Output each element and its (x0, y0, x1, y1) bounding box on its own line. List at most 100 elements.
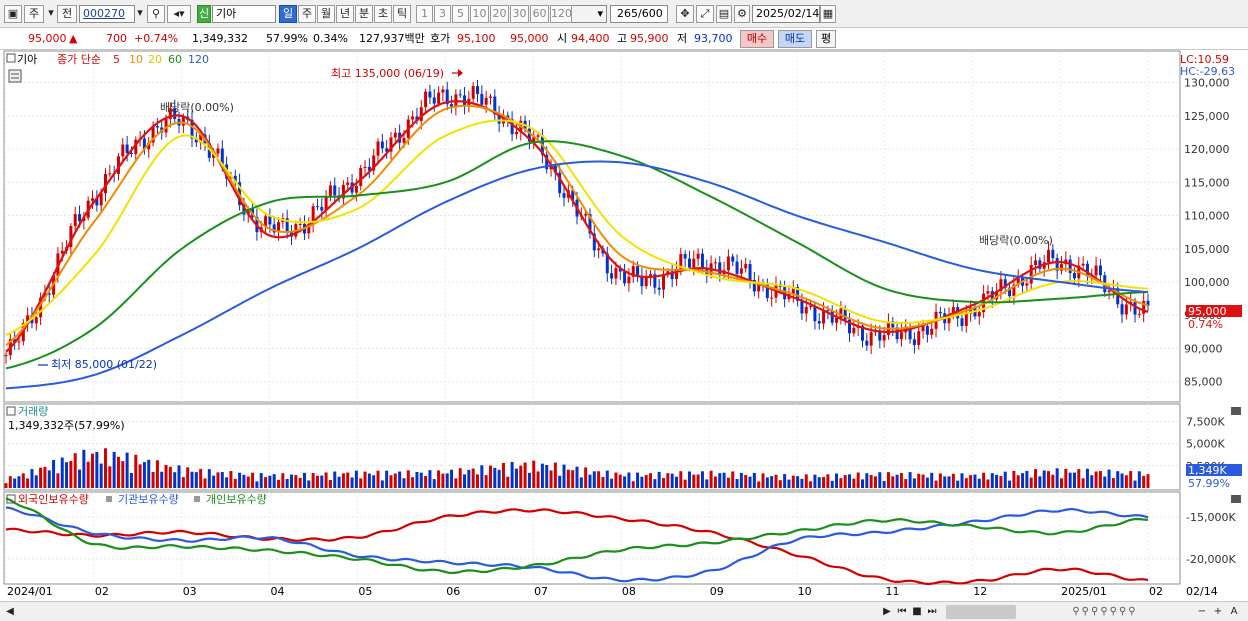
stock-chart[interactable]: 130,000125,000120,000115,000110,000105,0… (0, 50, 1248, 601)
interval-button[interactable]: 3 (434, 5, 451, 23)
auto-scale-icon[interactable]: A (1230, 606, 1238, 617)
volume-bar (488, 465, 492, 488)
interval-button[interactable]: 1 (416, 5, 433, 23)
rewind-icon[interactable]: ⏮ (897, 606, 907, 617)
x-tick-label: 05 (358, 585, 372, 598)
gear-icon[interactable]: ⚙ (734, 5, 750, 23)
volume-bar (497, 469, 501, 488)
candle-body (402, 137, 406, 143)
period-button[interactable]: 틱 (393, 5, 411, 23)
volume-bar (843, 475, 847, 488)
trade-amount: 127,937백만 (359, 32, 425, 45)
volume-bar (636, 472, 640, 488)
candle-body (1055, 258, 1059, 271)
volume-bar (181, 477, 185, 488)
candle-body (380, 141, 384, 149)
menu-button-2[interactable]: 전 (57, 5, 77, 23)
draw-icon[interactable]: ⤢ (696, 5, 714, 23)
interval-button[interactable]: 10 (470, 5, 489, 23)
candle-body (618, 268, 622, 272)
chart-scrollbar[interactable]: ◀ ▶ ⏮ ■ ⏭ ⚲⚲⚲⚲⚲⚲⚲ − + A (0, 601, 1248, 621)
chart-area[interactable]: 130,000 125,000 120,000 115,000 110,000 105,0… (0, 50, 1248, 601)
play-icon[interactable]: ▶ (883, 606, 891, 617)
period-button[interactable]: 일 (279, 5, 297, 23)
stock-code-input[interactable]: 000270 (79, 5, 135, 23)
volume-bar (220, 472, 224, 488)
panel-close-icon[interactable] (1231, 495, 1241, 503)
save-icon[interactable]: ▤ (716, 5, 732, 23)
buy-button[interactable]: 매수 (740, 30, 774, 48)
volume-bar (904, 479, 908, 488)
last-price-tag (1186, 305, 1242, 317)
interval-button[interactable]: 60 (530, 5, 549, 23)
menu-button-1[interactable]: 주 (24, 5, 44, 23)
period-button[interactable]: 년 (336, 5, 354, 23)
candle-body (367, 166, 371, 171)
candle-body (450, 104, 454, 108)
period-button[interactable]: 월 (317, 5, 335, 23)
period-dropdown[interactable]: ▾ (571, 5, 607, 23)
interval-button[interactable]: 30 (510, 5, 529, 23)
plus-icon[interactable]: + (1213, 606, 1223, 617)
minus-icon[interactable]: − (1197, 606, 1207, 617)
scroll-left-icon[interactable]: ◀ (6, 606, 14, 617)
volume-bar (527, 472, 531, 488)
layout-icon[interactable]: ▣ (4, 5, 22, 23)
candle-body (713, 262, 717, 264)
volume-bar (454, 478, 458, 488)
candle-body (921, 326, 925, 332)
open-label: 시 (557, 32, 568, 45)
tool-icons[interactable]: ⚲⚲⚲⚲⚲⚲⚲ (1072, 606, 1138, 617)
candle-body (964, 313, 968, 326)
date-input[interactable]: 2025/02/14 (752, 5, 820, 23)
fast-forward-icon[interactable]: ⏭ (927, 606, 937, 617)
zoom-slider[interactable] (946, 605, 1016, 619)
search-icon[interactable]: ⚲ (147, 5, 165, 23)
candle-body (670, 271, 674, 280)
volume-bar (852, 478, 856, 488)
interval-button[interactable]: 20 (490, 5, 509, 23)
candle-body (125, 144, 129, 153)
volume-value: 1,349,332 (192, 32, 248, 45)
avg-button[interactable]: 평 (816, 30, 836, 48)
volume-bar (938, 473, 942, 488)
volume-bar (657, 471, 661, 488)
volume-bar (186, 467, 190, 488)
volume-bar (510, 462, 514, 488)
period-button[interactable]: 분 (355, 5, 373, 23)
candle-body (549, 166, 553, 170)
sell-button[interactable]: 매도 (778, 30, 812, 48)
candle-body (1085, 263, 1089, 277)
volume-bar (731, 471, 735, 488)
current-price: 95,000 (28, 32, 67, 45)
hoga-label: 호가 (430, 32, 451, 45)
volume-bar (233, 478, 237, 488)
volume-bar (839, 478, 843, 488)
volume-bar (964, 478, 968, 488)
candle-body (1059, 264, 1063, 271)
table-icon[interactable] (8, 69, 22, 83)
period-button[interactable]: 초 (374, 5, 392, 23)
volume-bar (406, 470, 410, 488)
period-button[interactable]: 주 (298, 5, 316, 23)
calendar-icon[interactable]: ▦ (820, 5, 836, 23)
speaker-icon[interactable]: ◂▾ (167, 5, 191, 23)
candle-body (60, 250, 64, 254)
panel-close-icon[interactable] (1231, 407, 1241, 415)
chevron-down-icon[interactable]: ▾ (137, 6, 143, 19)
candle-body (1034, 260, 1038, 266)
candle-count[interactable]: 265/600 (610, 5, 668, 23)
interval-button[interactable]: 120 (550, 5, 572, 23)
candle-body (739, 268, 743, 274)
stop-icon[interactable]: ■ (912, 606, 922, 617)
volume-bar (1098, 471, 1102, 488)
crosshair-icon[interactable]: ✥ (676, 5, 694, 23)
candle-body (233, 175, 237, 183)
candle-body (804, 306, 808, 314)
candle-body (1146, 300, 1150, 306)
chevron-down-icon[interactable]: ▾ (48, 6, 54, 19)
volume-bar (787, 479, 791, 488)
company-name-field[interactable]: 기아 (212, 5, 276, 23)
volume-bar (450, 469, 454, 488)
interval-button[interactable]: 5 (452, 5, 469, 23)
